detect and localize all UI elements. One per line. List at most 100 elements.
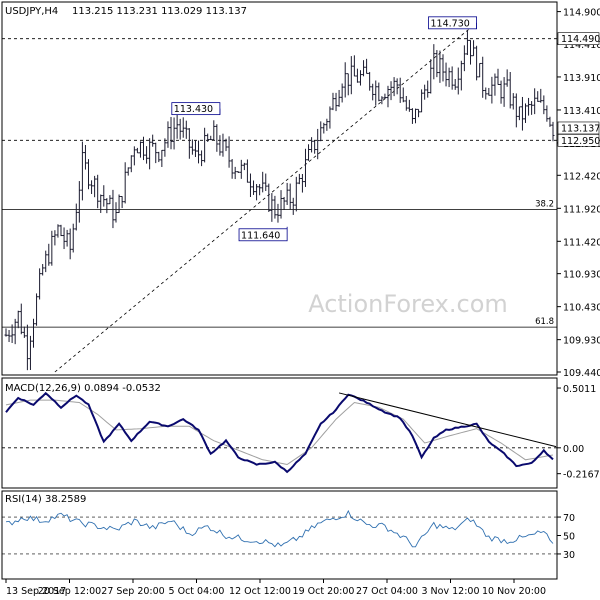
ohlc-bar xyxy=(145,146,149,164)
ohlc-bar xyxy=(456,67,460,95)
ohlc-bar xyxy=(551,121,555,142)
ohlc-bar xyxy=(484,87,488,100)
ohlc-bar xyxy=(472,40,476,57)
price-tick-label: 109.440 xyxy=(563,368,600,379)
ohlc-bar xyxy=(533,88,537,115)
ohlc-bar xyxy=(322,122,326,134)
ohlc-bar xyxy=(420,89,424,113)
current-price-tag xyxy=(557,121,600,135)
ohlc-bar xyxy=(426,80,430,98)
fib-level-label: 61.8 xyxy=(535,317,554,327)
ohlc-bar xyxy=(209,135,213,141)
price-panel: 38.2 61.8 114.900 114.410 113.910 113.410 112… xyxy=(1,1,600,379)
ohlc-bar xyxy=(362,60,366,77)
ohlc-bar xyxy=(478,62,482,78)
ohlc-bar xyxy=(389,81,393,101)
ohlc-bar xyxy=(117,194,121,214)
price-tick-label: 110.430 xyxy=(563,303,600,314)
ohlc-bar xyxy=(108,195,112,205)
ohlc-bar xyxy=(459,60,463,91)
ohlc-bar xyxy=(123,162,127,204)
ohlc-bar xyxy=(77,181,81,223)
ohlc-bar xyxy=(487,87,491,96)
ohlc-bar xyxy=(423,84,427,100)
ohlc-bar xyxy=(212,120,216,141)
x-tick-label: 3 Nov 12:00 xyxy=(421,586,479,597)
ohlc-bar xyxy=(490,76,494,104)
macd-tick-label: -0.2167 xyxy=(563,470,600,481)
ohlc-bar xyxy=(227,136,231,168)
price-tick-label: 110.930 xyxy=(563,270,600,281)
ohlc-bar xyxy=(368,71,372,91)
ohlc-bar xyxy=(352,55,356,77)
ohlc-bar xyxy=(22,326,26,338)
ohlc-bar xyxy=(120,195,124,209)
ohlc-bar xyxy=(239,159,243,179)
fib-level-label: 38.2 xyxy=(535,200,554,210)
ohlc-bar xyxy=(413,108,417,124)
ohlc-bar xyxy=(481,56,485,98)
ohlc-bar xyxy=(28,335,32,370)
x-tick-label: 27 Sep 20:00 xyxy=(101,586,164,597)
ohlc-bar xyxy=(355,68,359,83)
ohlc-bar xyxy=(392,77,396,97)
ohlc-bar xyxy=(313,140,317,154)
x-tick-label: 19 Oct 20:00 xyxy=(293,586,355,597)
rsi-line xyxy=(5,509,554,548)
ohlc-bar xyxy=(517,106,521,121)
ohlc-bar xyxy=(80,141,84,201)
ohlc-bar xyxy=(32,318,36,348)
ohlc-bar xyxy=(398,77,402,103)
swing-label: 114.730 xyxy=(431,18,470,29)
ohlc-bar xyxy=(255,184,259,201)
ohlc-bar xyxy=(404,95,408,111)
ohlc-bar xyxy=(236,171,240,174)
ohlc-bar xyxy=(190,139,194,155)
ohlc-bar xyxy=(181,117,185,138)
price-level-label: 114.490 xyxy=(561,34,600,45)
ohlc-bar xyxy=(132,146,136,166)
ohlc-bar xyxy=(59,224,63,237)
rising-trendline xyxy=(54,22,477,373)
ohlc-bar xyxy=(111,189,115,229)
ohlc-bar xyxy=(178,118,182,140)
ohlc-bar xyxy=(175,113,179,139)
watermark: ActionForex.com xyxy=(308,290,508,318)
ohlc-bar xyxy=(4,328,8,337)
rsi-tick-label: 30 xyxy=(563,550,575,561)
ohlc-bar xyxy=(135,147,139,154)
ohlc-bar xyxy=(465,30,469,56)
ohlc-bar xyxy=(438,50,442,83)
ohlc-bar xyxy=(13,318,17,345)
ohlc-bar xyxy=(245,159,249,183)
ohlc-bar xyxy=(450,66,454,90)
ohlc-bar xyxy=(548,116,552,127)
ohlc-bar xyxy=(270,193,274,222)
ohlc-bar xyxy=(47,243,51,266)
price-tick-label: 111.920 xyxy=(563,204,600,215)
ohlc-bar xyxy=(325,118,329,131)
ohlc-bar xyxy=(303,148,307,187)
x-tick-label: 27 Oct 04:00 xyxy=(356,586,418,597)
ohlc-bar xyxy=(462,45,466,72)
ohlc-bar xyxy=(10,324,14,344)
ohlc-bar xyxy=(99,194,103,213)
ohlc-bar xyxy=(536,91,540,102)
ohlc-bar xyxy=(505,69,509,87)
ohlc-bar xyxy=(447,67,451,88)
price-level-label: 112.950 xyxy=(561,136,600,147)
ohlc-bar xyxy=(374,80,378,106)
ohlc-bar xyxy=(511,93,515,110)
ohlc-bar xyxy=(383,93,387,100)
ohlc-bar xyxy=(74,203,78,231)
ohlc-bar xyxy=(93,175,97,198)
ohlc-bar xyxy=(545,105,549,122)
ohlc-bar xyxy=(386,85,390,108)
ohlc-bar xyxy=(319,121,323,142)
ohlc-bar xyxy=(102,185,106,207)
ohlc-bar xyxy=(285,182,289,206)
ohlc-bar xyxy=(193,140,197,157)
ohlc-bar xyxy=(444,62,448,87)
ohlc-bar xyxy=(539,88,543,103)
ohlc-bar xyxy=(530,101,534,115)
